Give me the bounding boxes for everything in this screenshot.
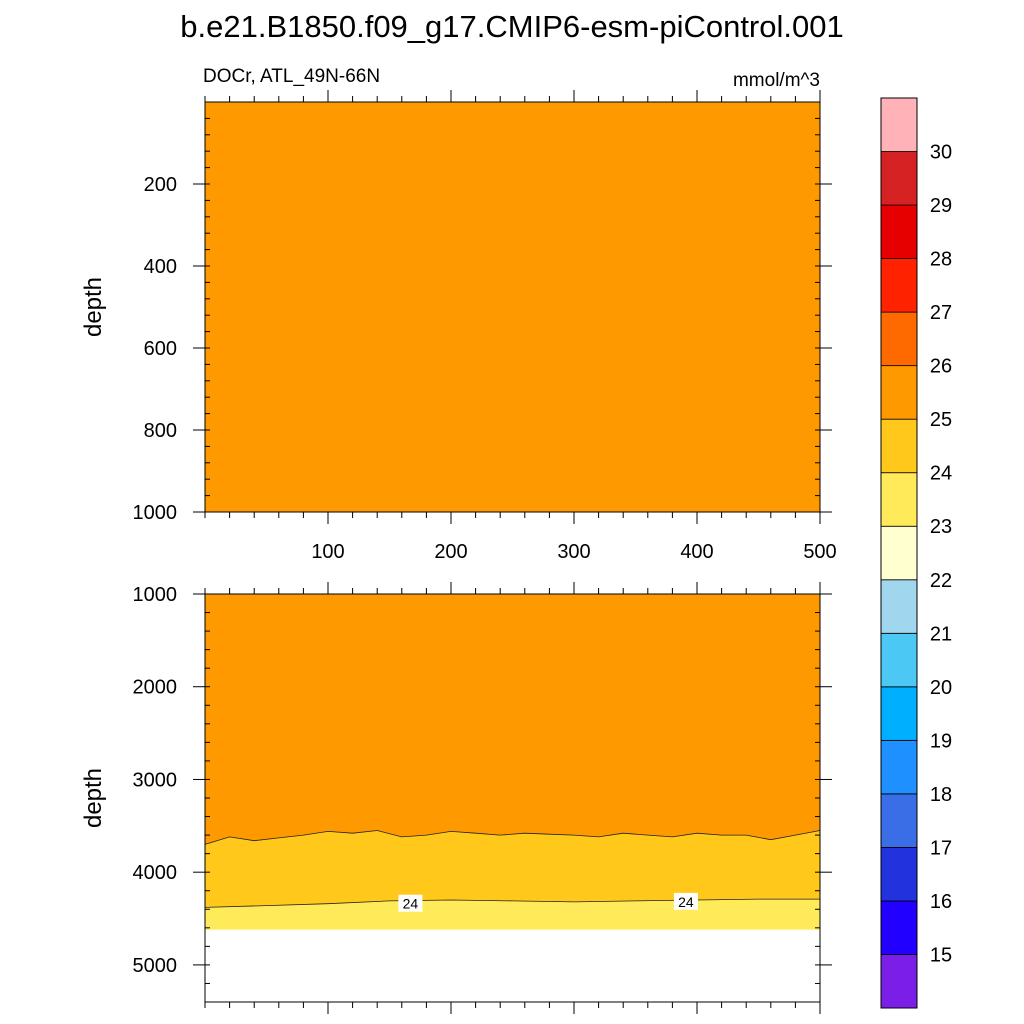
colorbar-swatch xyxy=(880,632,918,688)
contour-label: 24 xyxy=(403,896,419,912)
x-tick-label: 200 xyxy=(434,541,467,563)
colorbar: 15 16 17 18 19 20 21 22 23 24 25 26 27 28 29 30 xyxy=(880,97,952,1009)
contour-label: 24 xyxy=(678,894,694,910)
colorbar-label: 27 xyxy=(930,302,952,324)
colorbar-label: 20 xyxy=(930,677,952,699)
x-tick-label: 100 xyxy=(311,541,344,563)
x-tick-label: 300 xyxy=(557,541,590,563)
plot-frame xyxy=(204,101,821,513)
contour-line-25 xyxy=(204,830,821,845)
y-tick-label: 4000 xyxy=(133,862,178,884)
lower-panel: 24 24 1000 2000 3000 4000 5000 depth xyxy=(80,582,832,1014)
y-tick-label: 200 xyxy=(144,174,177,196)
colorbar-swatch xyxy=(880,97,918,152)
y-axis-label: depth xyxy=(80,277,107,337)
colorbar-swatch xyxy=(880,472,918,527)
colorbar-swatch xyxy=(880,258,918,313)
contour-label-bg xyxy=(673,892,698,910)
colorbar-label: 17 xyxy=(930,837,952,859)
colorbar-swatch xyxy=(880,739,918,795)
colorbar-swatch xyxy=(880,847,918,902)
colorbar-swatch xyxy=(880,311,918,367)
subtitle-left: DOCr, ATL_49N-66N xyxy=(203,66,380,87)
y-tick-label: 1000 xyxy=(133,584,178,606)
y-tick-label: 5000 xyxy=(133,955,178,977)
contour-label-bg xyxy=(398,894,423,912)
colorbar-swatch xyxy=(880,686,918,741)
colorbar-label: 26 xyxy=(930,356,952,378)
colorbar-swatch xyxy=(880,365,918,420)
colorbar-label: 30 xyxy=(930,142,952,164)
colorbar-swatch xyxy=(880,525,918,581)
colorbar-frame xyxy=(880,97,918,1009)
figure-title: b.e21.B1850.f09_g17.CMIP6-esm-piControl.… xyxy=(180,9,843,44)
x-tick-label: 400 xyxy=(680,541,713,563)
colorbar-swatch xyxy=(880,900,918,955)
colorbar-swatch xyxy=(880,151,918,206)
colorbar-swatch xyxy=(880,793,918,848)
colorbar-label: 25 xyxy=(930,409,952,431)
colorbar-label: 19 xyxy=(930,730,952,752)
y-axis-label: depth xyxy=(80,768,107,828)
colorbar-swatch xyxy=(880,954,918,1009)
y-tick-label: 2000 xyxy=(133,677,178,699)
colorbar-swatch xyxy=(880,579,918,634)
colorbar-label: 18 xyxy=(930,784,952,806)
colorbar-label: 28 xyxy=(930,249,952,271)
colorbar-label: 23 xyxy=(930,516,952,538)
y-tick-label: 3000 xyxy=(133,769,178,791)
contour-fill-25-26 xyxy=(205,594,820,845)
colorbar-label: 16 xyxy=(930,891,952,913)
colorbar-label: 29 xyxy=(930,195,952,217)
x-tick-label: 500 xyxy=(803,541,836,563)
y-tick-label: 400 xyxy=(144,256,177,278)
colorbar-label: 24 xyxy=(930,463,952,485)
subtitle-right: mmol/m^3 xyxy=(733,70,820,91)
colorbar-label: 15 xyxy=(930,944,952,966)
colorbar-label: 22 xyxy=(930,570,952,592)
y-tick-label: 800 xyxy=(144,420,177,442)
colorbar-swatch xyxy=(880,418,918,474)
y-tick-label: 600 xyxy=(144,338,177,360)
contour-fill-25-26 xyxy=(205,102,820,512)
contour-line-24 xyxy=(204,898,820,908)
colorbar-swatch xyxy=(880,204,918,259)
colorbar-label: 21 xyxy=(930,623,952,645)
upper-panel: 200 400 600 800 1000 100 200 300 400 500 depth xyxy=(80,90,837,563)
y-tick-label: 1000 xyxy=(133,502,178,524)
